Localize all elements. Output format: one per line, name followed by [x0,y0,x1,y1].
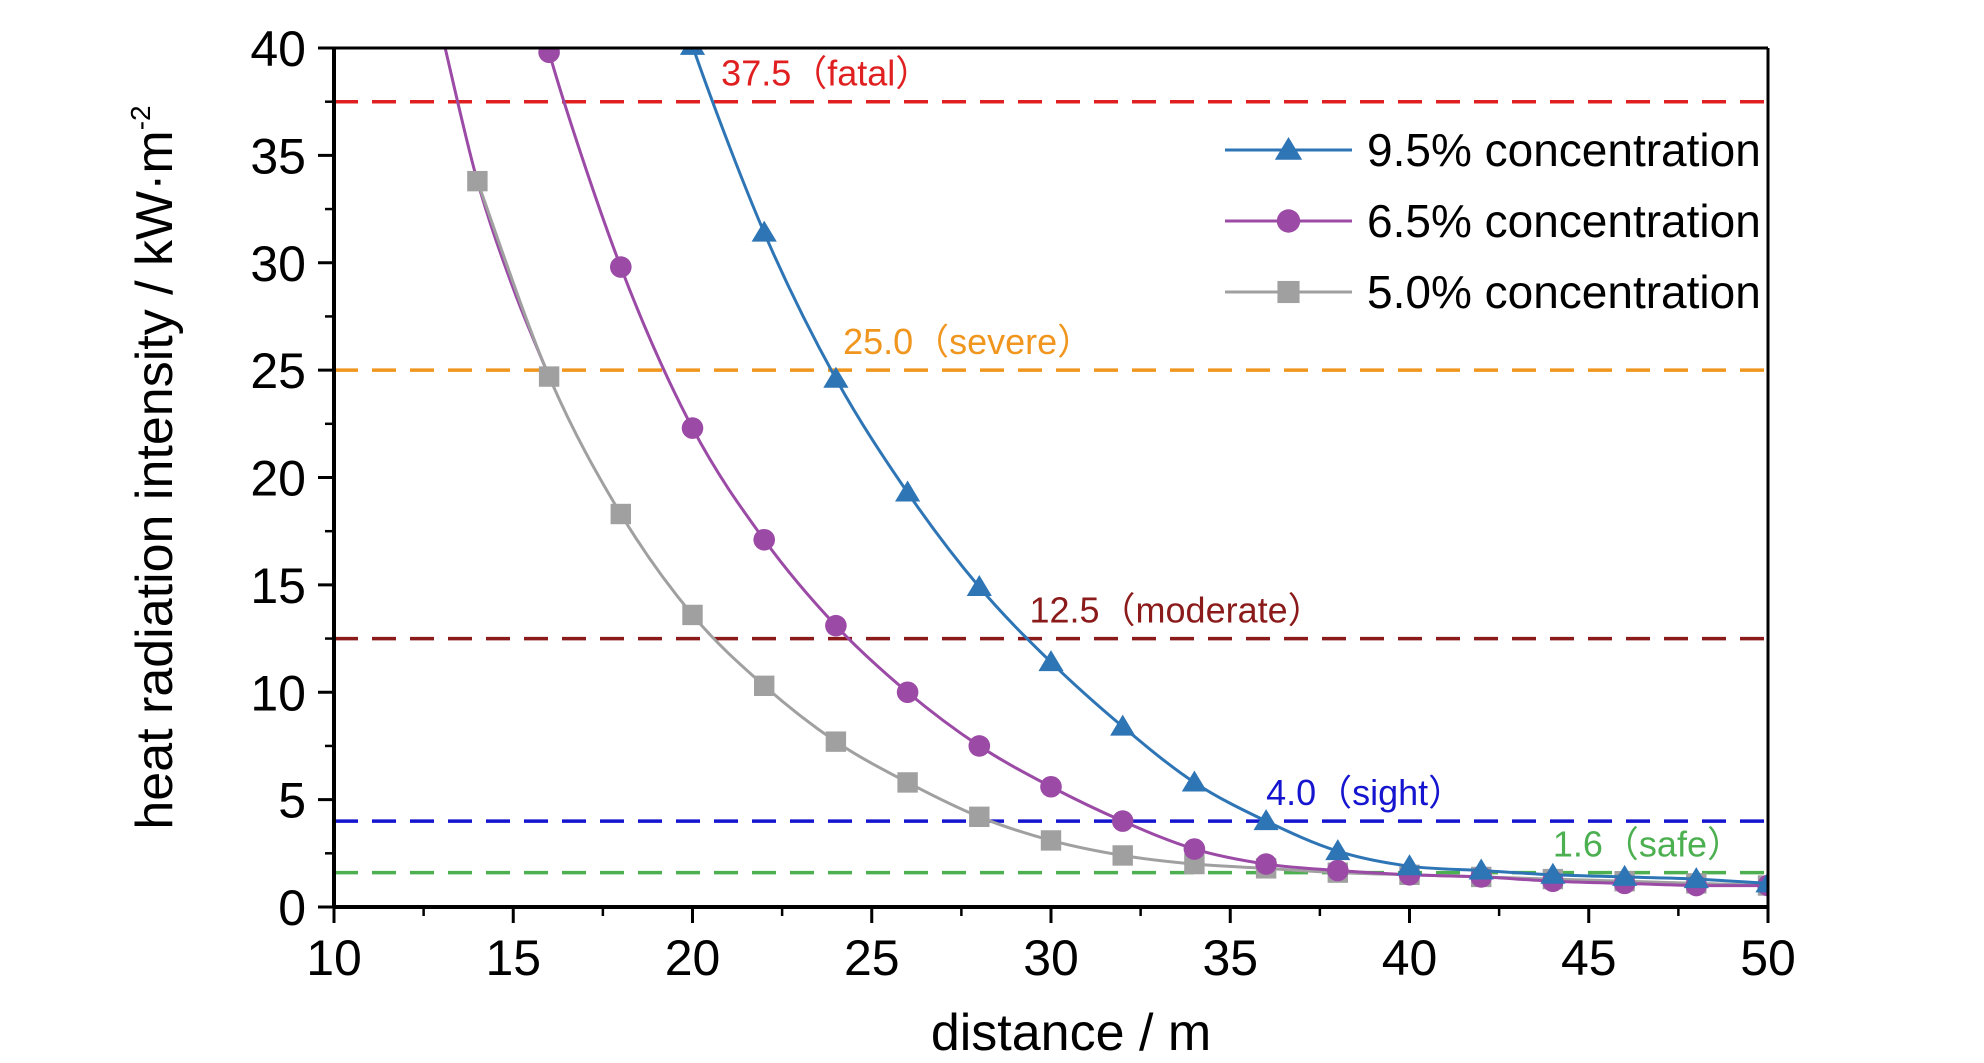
x-tick-label: 10 [306,930,362,986]
x-axis-title: distance / m [931,1004,1211,1062]
data-point [1468,858,1494,880]
data-point [754,675,775,697]
data-point [968,735,991,757]
data-point [1274,137,1303,160]
x-tick-label: 35 [1202,930,1258,986]
series-layer [443,48,1768,897]
data-point [1683,867,1709,889]
x-tick-label: 45 [1561,930,1617,986]
reference-line-label: 4.0（sight） [1266,772,1464,813]
y-tick-label: 40 [250,21,306,77]
y-axis-title: heat radiation intensity / kW·m-2 [125,105,184,829]
data-point [1184,853,1205,875]
data-point [681,417,704,439]
data-point [1255,853,1277,875]
y-tick-label: 25 [250,343,306,399]
legend: 9.5% concentration 6.5% concentration 5.0%… [1225,124,1761,318]
data-point [1325,839,1351,861]
data-point [969,806,990,828]
data-point [1181,770,1207,792]
x-tick-label: 25 [844,930,900,986]
x-tick-label: 20 [665,930,721,986]
data-point [1040,830,1062,851]
data-point [610,256,632,278]
legend-label: 9.5% concentration [1367,124,1761,176]
y-tick-label: 35 [250,128,306,184]
y-axis-title-text: heat radiation intensity / kW·m [126,130,184,829]
data-point [1276,209,1301,233]
data-point [1040,775,1062,798]
y-axis-title-superscript: -2 [125,105,156,130]
data-point [1277,280,1300,304]
series-line [475,180,1768,888]
data-point [895,480,921,502]
data-point [1396,854,1423,876]
data-point [682,604,703,626]
reference-line-label: 1.6（safe） [1553,824,1743,865]
legend-label: 5.0% concentration [1367,266,1761,318]
data-point [610,503,631,525]
data-point [679,48,706,55]
y-tick-label: 15 [250,558,306,614]
y-tick-label: 10 [250,665,306,721]
x-tick-label: 40 [1382,930,1438,986]
data-point [1112,845,1133,866]
axes: 10 15 20 25 30 35 40 45 50 0 5 10 15 20 25 30 35 40 distan… [125,21,1796,1062]
data-point [897,772,918,793]
y-tick-label: 0 [278,880,306,936]
data-point [753,528,775,551]
legend-label: 6.5% concentration [1367,195,1761,247]
data-point [825,731,847,752]
x-tick-label: 50 [1740,930,1796,986]
data-point [1183,838,1206,860]
data-point [1755,871,1768,893]
reference-line-label: 12.5（moderate） [1029,590,1323,631]
x-tick-label: 30 [1023,930,1079,986]
data-point [538,366,560,387]
data-point [823,366,849,388]
reference-line-label: 37.5（fatal） [721,53,931,94]
data-point [1327,859,1349,882]
y-tick-label: 20 [250,451,306,507]
data-point [1111,810,1134,832]
data-point [1110,714,1136,736]
data-point [966,575,992,597]
data-point [896,681,919,704]
y-tick-label: 5 [278,773,306,829]
data-point [825,614,847,637]
data-point [538,48,560,64]
data-point [1038,650,1064,672]
reference-line-label: 25.0（severe） [843,321,1093,362]
data-point [467,170,488,192]
y-tick-label: 30 [250,236,306,292]
data-point [1612,864,1638,886]
data-point [751,220,777,242]
data-point [1253,809,1279,831]
data-point [1540,862,1566,884]
reference-lines: 37.5（fatal） 25.0（severe） 12.5（moderate） 4.0… [334,53,1768,875]
x-tick-label: 15 [485,930,541,986]
series-line [443,48,551,378]
